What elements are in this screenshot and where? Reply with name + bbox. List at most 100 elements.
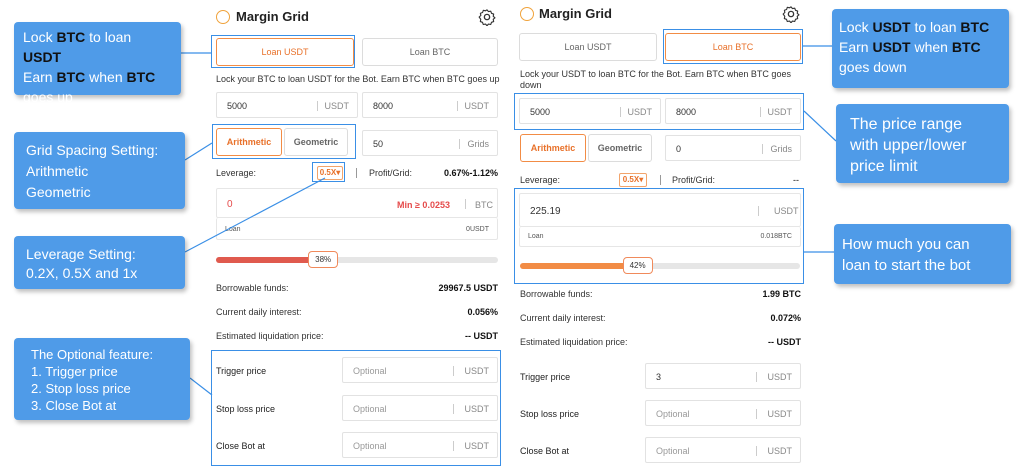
callout-line: loan to start the bot	[842, 257, 971, 274]
grid-count-unit: Grids	[770, 144, 792, 154]
margin-grid-logo-icon	[216, 10, 230, 24]
lower-price-input[interactable]: 5000 USDT	[216, 92, 358, 118]
close-bot-placeholder: Optional	[353, 441, 387, 451]
grid-count-value: 0	[676, 144, 682, 154]
callout-line: price limit	[850, 158, 918, 175]
callout-highlight: BTC	[56, 69, 86, 85]
trigger-price-unit: USDT	[767, 372, 793, 382]
amount-unit: USDT	[774, 206, 799, 216]
amount-value: 225.19	[530, 206, 561, 217]
stop-loss-input[interactable]: Optional USDT	[645, 400, 801, 426]
slider-thumb[interactable]: 38%	[308, 251, 339, 268]
callout-line: Lock BTC to loan USDT	[23, 27, 172, 67]
investment-amount-input[interactable]: 0 Min ≥ 0.0253 BTC	[216, 188, 498, 218]
callout-highlight: USDT	[872, 19, 911, 35]
divider	[457, 101, 458, 111]
close-bot-input[interactable]: Optional USDT	[342, 432, 498, 458]
callout-line: 0.2X, 0.5X and 1x	[26, 265, 138, 281]
callout-text: Lock	[23, 29, 57, 45]
daily-interest-value: 0.056%	[467, 307, 498, 317]
upper-price-value: 8000	[373, 101, 394, 111]
trigger-price-input[interactable]: Optional USDT	[342, 357, 498, 383]
loan-row: Loan 0.018BTC	[519, 227, 801, 247]
callout-loan-amount: How much you can loan to start the bot	[834, 224, 1011, 284]
tab-loan-btc[interactable]: Loan BTC	[362, 38, 498, 66]
liquidation-price-value: -- USDT	[768, 337, 801, 347]
stop-loss-label: Stop loss price	[520, 409, 580, 419]
callout-grid-spacing: Grid Spacing Setting: Arithmetic Geometr…	[14, 132, 185, 209]
slider-thumb[interactable]: 42%	[622, 257, 653, 274]
upper-price-input[interactable]: 8000 USDT	[362, 92, 498, 118]
gear-icon[interactable]	[478, 8, 496, 26]
callout-line: 1. Trigger price	[31, 364, 118, 379]
callout-line: Lock USDT to loan BTC	[839, 17, 1002, 37]
callout-text: when	[85, 69, 127, 85]
description-line: Lock your USDT to loan BTC for the Bot. …	[520, 69, 791, 79]
leverage-select[interactable]: 0.5X▾	[619, 173, 647, 187]
trigger-price-input[interactable]: 3 USDT	[645, 363, 801, 389]
spacing-geometric-button[interactable]: Geometric	[588, 134, 652, 162]
callout-highlight: BTC	[951, 39, 981, 55]
trigger-price-label: Trigger price	[520, 372, 571, 382]
trigger-price-placeholder: Optional	[353, 366, 387, 376]
divider	[453, 366, 454, 376]
callout-line: The price range	[850, 116, 963, 133]
grid-count-input[interactable]: 0 Grids	[665, 135, 801, 161]
tab-loan-usdt[interactable]: Loan USDT	[519, 33, 657, 61]
liquidation-price-label: Estimated liquidation price:	[216, 331, 324, 341]
upper-price-input[interactable]: 8000 USDT	[665, 98, 801, 124]
callout-lock-usdt: Lock USDT to loan BTC Earn USDT when BTC…	[832, 9, 1009, 88]
lower-price-unit: USDT	[324, 101, 350, 111]
callout-line: How much you can	[842, 236, 970, 253]
header: Margin Grid	[511, 0, 813, 36]
callout-line: Geometric	[26, 184, 91, 200]
upper-price-value: 8000	[676, 107, 697, 117]
upper-price-unit: USDT	[767, 107, 793, 117]
investment-amount-input[interactable]: 225.19 USDT	[519, 193, 801, 227]
callout-text: to loan	[910, 19, 961, 35]
callout-line: goes down	[839, 59, 907, 75]
tab-loan-btc[interactable]: Loan BTC	[665, 33, 801, 61]
divider	[459, 139, 460, 149]
leverage-label: Leverage:	[216, 168, 257, 178]
tab-loan-usdt[interactable]: Loan USDT	[216, 38, 354, 66]
amount-value: 0	[227, 199, 233, 210]
mode-description: Lock your USDT to loan BTC for the Bot. …	[520, 69, 812, 91]
loan-value: 0.018BTC	[760, 233, 792, 240]
close-bot-placeholder: Optional	[656, 446, 690, 456]
leverage-select[interactable]: 0.5X▾	[317, 166, 343, 180]
close-bot-unit: USDT	[767, 446, 793, 456]
stop-loss-label: Stop loss price	[216, 404, 276, 414]
divider	[760, 107, 761, 117]
loan-row: Loan 0USDT	[216, 218, 498, 240]
callout-line: Grid Spacing Setting:	[26, 142, 159, 158]
lower-price-input[interactable]: 5000 USDT	[519, 98, 661, 124]
close-bot-input[interactable]: Optional USDT	[645, 437, 801, 463]
spacing-arithmetic-button[interactable]: Arithmetic	[520, 134, 586, 162]
borrowable-funds-label: Borrowable funds:	[216, 283, 289, 293]
header: Margin Grid	[206, 0, 508, 36]
close-bot-label: Close Bot at	[216, 441, 266, 451]
callout-optional: The Optional feature: 1. Trigger price 2…	[14, 338, 190, 420]
spacing-arithmetic-button[interactable]: Arithmetic	[216, 128, 282, 156]
borrowable-funds-label: Borrowable funds:	[520, 289, 593, 299]
lower-price-value: 5000	[530, 107, 551, 117]
gear-icon[interactable]	[782, 5, 800, 23]
callout-leverage: Leverage Setting: 0.2X, 0.5X and 1x	[14, 236, 185, 289]
close-bot-label: Close Bot at	[520, 446, 570, 456]
stop-loss-placeholder: Optional	[353, 404, 387, 414]
stop-loss-unit: USDT	[464, 404, 490, 414]
lower-price-value: 5000	[227, 101, 248, 111]
callout-line: Earn BTC when BTC	[23, 67, 172, 87]
grid-count-value: 50	[373, 139, 384, 149]
stop-loss-input[interactable]: Optional USDT	[342, 395, 498, 421]
divider	[453, 404, 454, 414]
trigger-price-value: 3	[656, 372, 662, 382]
leverage-slider[interactable]: 38%	[216, 251, 498, 268]
description-line: down	[520, 80, 542, 90]
stop-loss-unit: USDT	[767, 409, 793, 419]
spacing-geometric-button[interactable]: Geometric	[284, 128, 348, 156]
leverage-slider[interactable]: 42%	[520, 257, 800, 274]
divider	[453, 441, 454, 451]
grid-count-input[interactable]: 50 Grids	[362, 130, 498, 156]
